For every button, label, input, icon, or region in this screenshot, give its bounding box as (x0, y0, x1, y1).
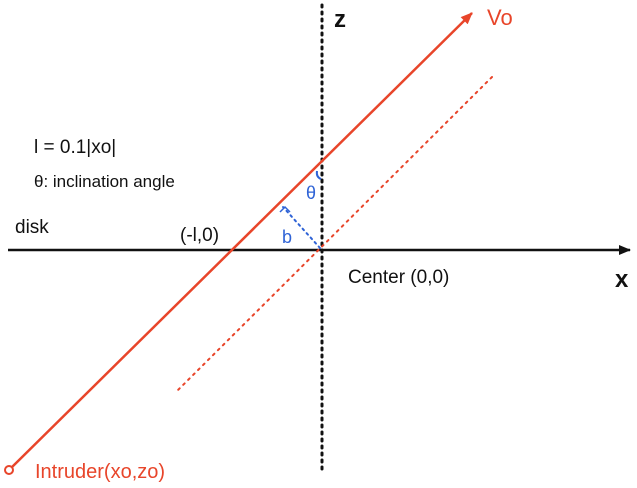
z-axis-label: z (334, 6, 346, 33)
impact-parameter-label: b (282, 227, 292, 247)
intruder-label: Intruder(xo,zo) (35, 461, 165, 483)
intruder-trajectory (8, 12, 473, 471)
disk-label: disk (15, 217, 49, 238)
center-label: Center (0,0) (348, 267, 449, 288)
theta-label: θ (306, 183, 316, 203)
x-axis-label: x (615, 266, 629, 293)
right-angle-marker (279, 205, 291, 213)
l-definition: l = 0.1|xo| (34, 137, 116, 158)
intruder-origin-marker (4, 465, 14, 475)
theta-arc (315, 170, 322, 180)
crossing-point-label: (-l,0) (180, 225, 219, 246)
velocity-label: Vo (487, 5, 513, 30)
parallel-dotted-line (175, 76, 493, 393)
theta-definition: θ: inclination angle (34, 172, 175, 191)
